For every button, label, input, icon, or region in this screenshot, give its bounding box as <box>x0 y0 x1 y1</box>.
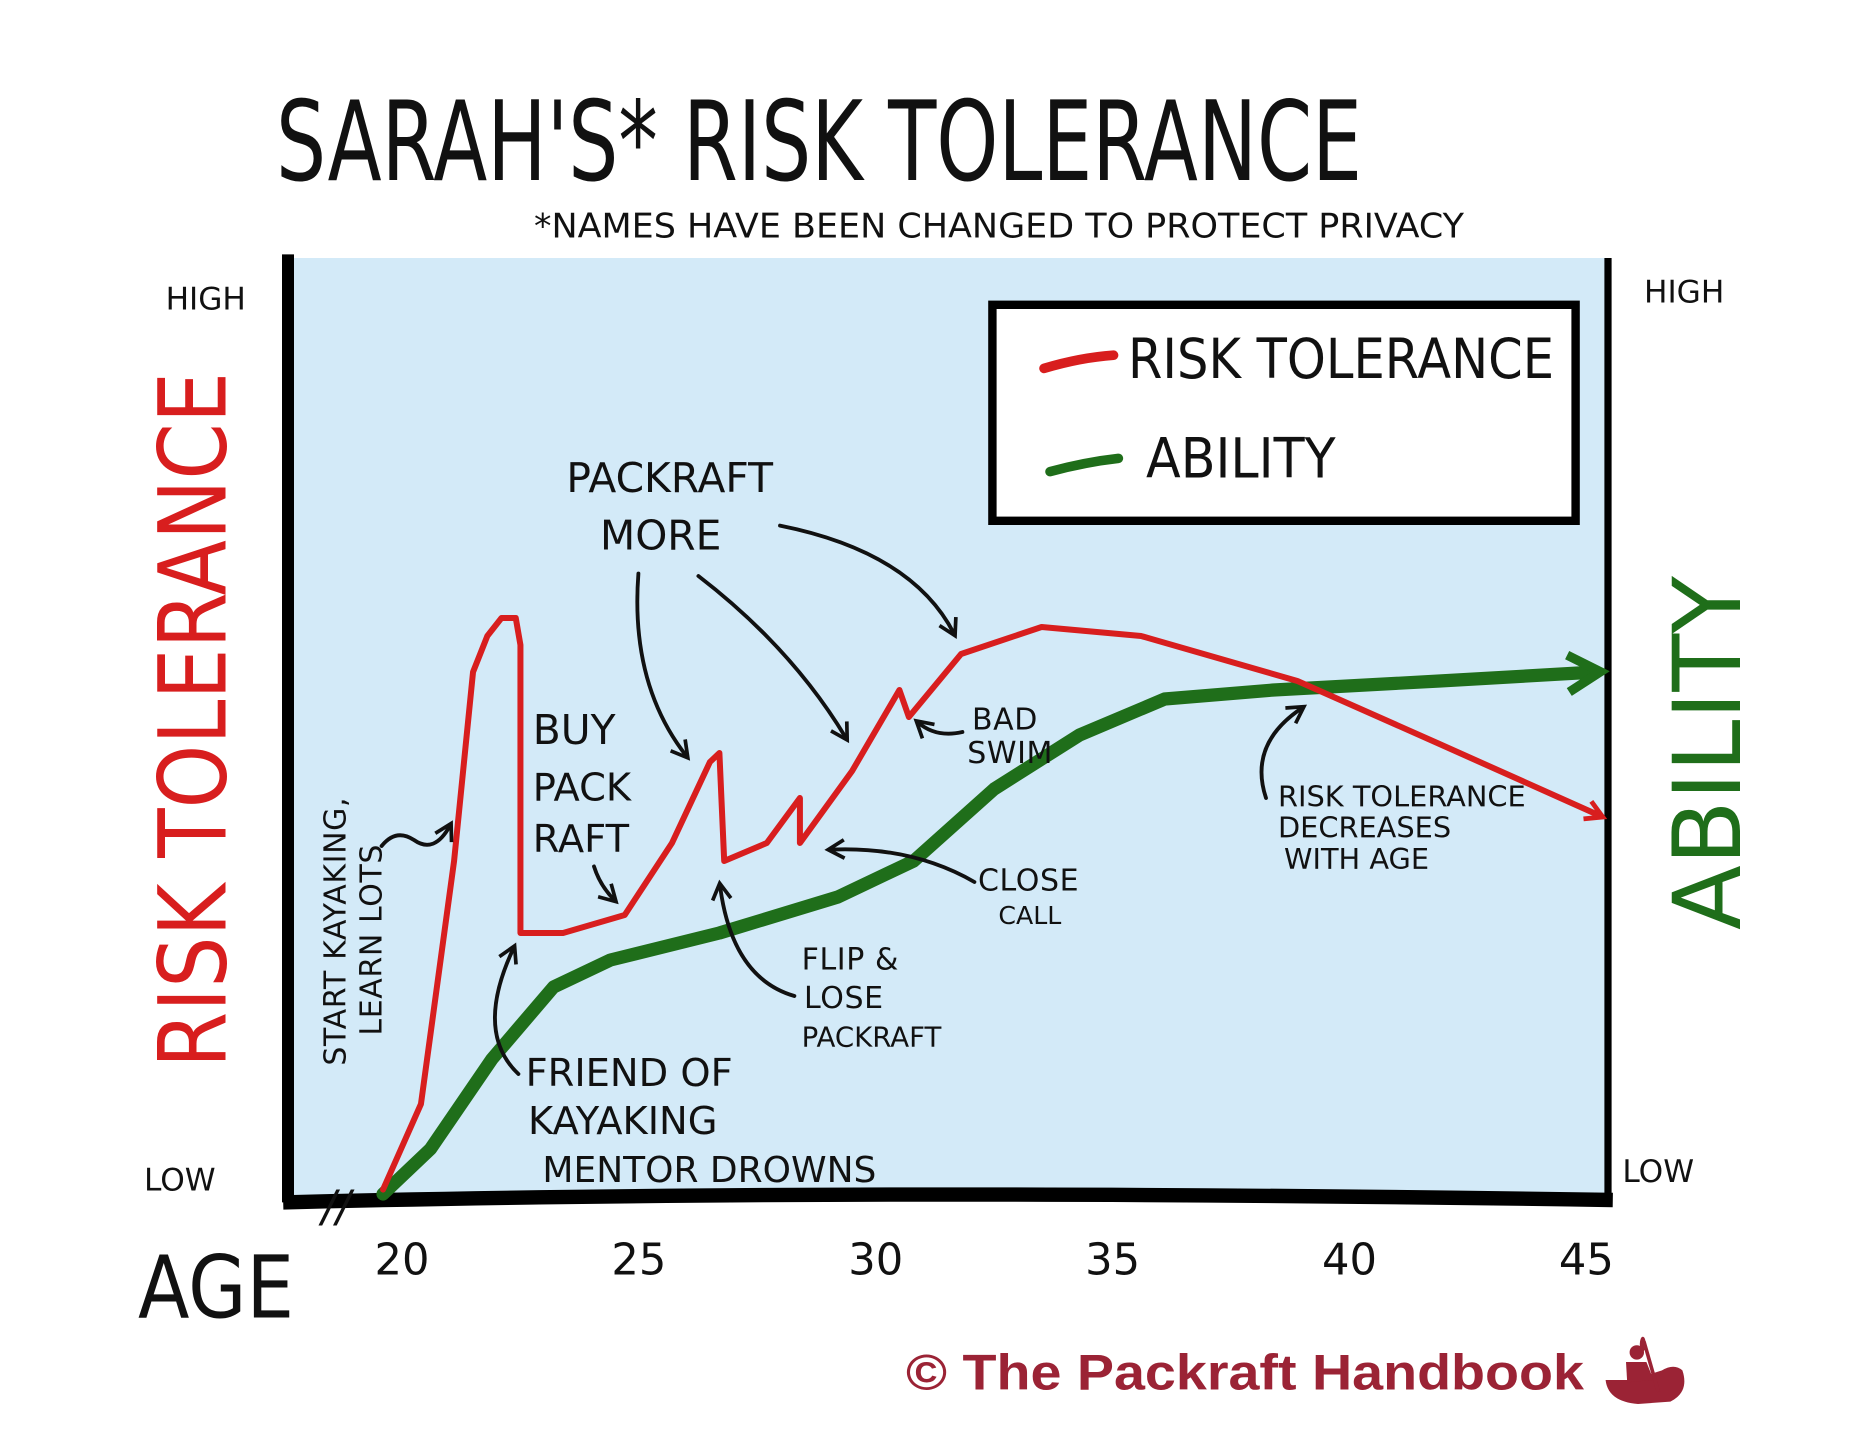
legend-label-ability: ABILITY <box>1146 428 1336 492</box>
annotation-friend-drowns: FRIEND OF KAYAKING MENTOR DROWNS <box>526 1051 877 1191</box>
x-tick-label: 30 <box>848 1235 903 1285</box>
annotation-line: LEARN LOTS <box>355 844 390 1036</box>
copyright-footer: © The Packraft Handbook <box>906 1344 1585 1401</box>
annotation-line: PACK <box>533 765 632 810</box>
legend: RISK TOLERANCE ABILITY <box>988 300 1580 525</box>
legend-label-risk: RISK TOLERANCE <box>1128 328 1554 392</box>
left-high-label: HIGH <box>166 282 246 318</box>
annotation-line: SWIM <box>967 736 1053 771</box>
right-low-label: LOW <box>1622 1154 1694 1190</box>
ability-line <box>376 651 1610 1201</box>
annotation-line: BUY <box>533 706 616 754</box>
x-tick-label: 40 <box>1322 1235 1377 1285</box>
x-axis-title: AGE <box>138 1239 294 1339</box>
x-tick-label: 25 <box>611 1235 666 1285</box>
annotation-line: BAD <box>972 703 1038 738</box>
annotation-line: PACKRAFT <box>802 1020 942 1053</box>
annotation-start-kayaking: START KAYAKING, LEARN LOTS <box>319 797 390 1066</box>
annotation-line: RISK TOLERANCE <box>1278 779 1526 813</box>
annotation-packraft-more: PACKRAFT MORE <box>566 454 774 560</box>
annotation-line: CALL <box>998 901 1061 930</box>
annotation-line: KAYAKING <box>528 1099 717 1144</box>
annotation-line: FRIEND OF <box>526 1051 733 1096</box>
right-axis-title: ABILITY <box>1654 575 1763 930</box>
annotation-line: START KAYAKING, <box>319 797 354 1066</box>
annotation-line: LOSE <box>804 981 884 1016</box>
x-tick-label: 20 <box>375 1235 430 1285</box>
x-tick-label: 45 <box>1559 1235 1614 1285</box>
annotation-line: RAFT <box>533 817 630 862</box>
annotation-flip-lose: FLIP & LOSE PACKRAFT <box>802 943 942 1054</box>
annotation-line: FLIP & <box>802 943 899 978</box>
packraft-paddler-icon <box>1605 1336 1685 1404</box>
x-axis <box>283 1187 1613 1210</box>
chart-title: SARAH'S* RISK TOLERANCE <box>276 79 1362 207</box>
annotation-line: MENTOR DROWNS <box>542 1150 876 1191</box>
annotation-line: DECREASES <box>1278 811 1451 845</box>
annotation-close-call: CLOSE CALL <box>978 863 1079 930</box>
annotation-line: CLOSE <box>978 863 1079 898</box>
x-tick-label: 35 <box>1085 1235 1140 1285</box>
axis-break-mark: // <box>318 1183 356 1233</box>
annotation-bad-swim: BAD SWIM <box>967 703 1053 772</box>
annotation-buy-packraft: BUY PACK RAFT <box>533 706 632 862</box>
annotation-line: MORE <box>600 512 721 560</box>
legend-swatch-ability <box>1045 453 1124 477</box>
annotation-decreases: RISK TOLERANCE DECREASES WITH AGE <box>1278 779 1526 875</box>
left-axis-title: RISK TOLERANCE <box>140 372 249 1068</box>
left-low-label: LOW <box>144 1162 216 1198</box>
annotation-line: PACKRAFT <box>566 454 774 502</box>
risk-tolerance-line <box>380 615 1608 1193</box>
chart-subtitle: *NAMES HAVE BEEN CHANGED TO PROTECT PRIV… <box>534 207 1464 246</box>
right-high-label: HIGH <box>1644 274 1724 310</box>
annotation-line: WITH AGE <box>1284 842 1429 876</box>
legend-swatch-risk <box>1039 350 1119 374</box>
